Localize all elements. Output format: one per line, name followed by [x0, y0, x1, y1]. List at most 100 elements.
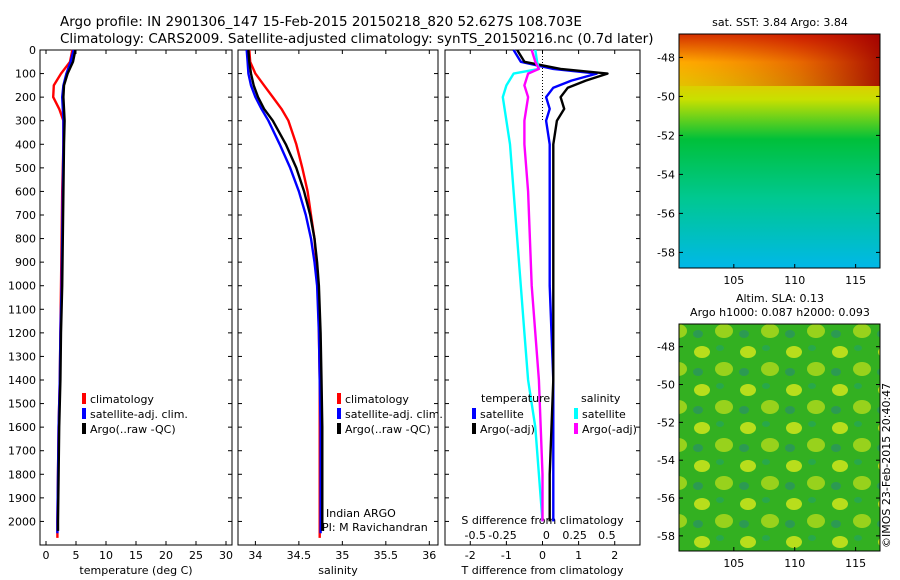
depth-tick-label: 300: [15, 115, 36, 128]
map-xtick-label: 115: [845, 274, 866, 287]
map-ytick-label: -48: [657, 51, 675, 64]
map-ytick-label: -58: [657, 246, 675, 259]
annotation-text: Indian ARGO: [326, 507, 396, 520]
legend-label: climatology: [90, 393, 154, 406]
header-line-1: Argo profile: IN 2901306_147 15-Feb-2015…: [60, 14, 582, 30]
legend-swatch: [82, 408, 86, 419]
salinity-diff-tick-label: 0.5: [598, 529, 616, 542]
differences-xtick-label: -1: [501, 549, 512, 562]
map-ytick-label: -52: [657, 129, 675, 142]
temperature-panel: 0100200300400500600700800900100011001200…: [8, 44, 233, 577]
header-line-2: Climatology: CARS2009. Satellite-adjuste…: [60, 31, 653, 47]
map-xtick-label: 115: [845, 557, 866, 570]
sla-map-subtitle: Argo h1000: 0.087 h2000: 0.093: [690, 306, 870, 319]
legend-swatch: [472, 408, 476, 419]
map-ytick-label: -50: [657, 90, 675, 103]
differences-xtick-label: 1: [575, 549, 582, 562]
depth-tick-label: 200: [15, 91, 36, 104]
sst-map-ticks: -48 -50 -52 -54 -56 -58 105 110 115: [657, 51, 880, 287]
depth-tick-label: 1900: [8, 492, 36, 505]
differences-axis-label: T difference from climatology: [461, 564, 624, 577]
map-ytick-label: -54: [657, 454, 675, 467]
legend-swatch: [574, 408, 578, 419]
legend-swatch: [574, 423, 578, 434]
series-line-argo-raw-qc-: [56, 49, 77, 531]
salinity-xtick-label: 35.5: [374, 549, 399, 562]
map-xtick-label: 110: [784, 274, 805, 287]
temperature-xtick-label: 25: [189, 549, 203, 562]
salinity-diff-tick-label: 0.25: [562, 529, 587, 542]
depth-tick-label: 1300: [8, 350, 36, 363]
series-line-satellite-adj-clim-: [245, 49, 322, 534]
depth-tick-label: 2000: [8, 515, 36, 528]
depth-tick-label: 900: [15, 256, 36, 269]
series-line-argo-adj-: [523, 49, 544, 522]
map-ytick-label: -48: [657, 341, 675, 354]
depth-tick-label: 700: [15, 209, 36, 222]
sla-map-title: Altim. SLA: 0.13: [736, 292, 824, 305]
series-line-argo-adj-: [516, 49, 609, 522]
temperature-xtick-label: 0: [43, 549, 50, 562]
differences-xtick-label: -2: [465, 549, 476, 562]
salinity-axis-label: salinity: [318, 564, 358, 577]
sla-map-ticks: -48 -50 -52 -54 -56 -58 105 110 115: [657, 341, 880, 570]
sst-map-frame: [678, 33, 881, 269]
depth-tick-label: 1100: [8, 303, 36, 316]
depth-tick-label: 600: [15, 185, 36, 198]
sst-map: sat. SST: 3.84 Argo: 3.84 -48 -50 -52 -54 -5…: [657, 16, 881, 287]
depth-tick-label: 1500: [8, 398, 36, 411]
legend-label: satellite: [480, 408, 524, 421]
legend-label: Argo(..raw -QC): [345, 423, 431, 436]
legend-swatch: [337, 423, 341, 434]
differences-panel: -2 -1 0 1 2-0.5 -0.25 0 0.25 0.5S difference fro…: [444, 49, 641, 577]
map-ytick-label: -54: [657, 168, 675, 181]
legend-label: Argo(-adj): [582, 423, 637, 436]
temperature-xtick-label: 30: [219, 549, 233, 562]
map-xtick-label: 110: [784, 557, 805, 570]
depth-tick-label: 100: [15, 68, 36, 81]
legend-swatch: [472, 423, 476, 434]
depth-tick-label: 1400: [8, 374, 36, 387]
legend-label: satellite: [582, 408, 626, 421]
depth-tick-label: 1700: [8, 445, 36, 458]
legend-label: Argo(..raw -QC): [90, 423, 176, 436]
map-ytick-label: -56: [657, 492, 675, 505]
salinity-xtick-label: 34.5: [287, 549, 312, 562]
differences-xtick-label: 0: [539, 549, 546, 562]
legend-title-temperature: temperature: [481, 392, 550, 405]
map-ytick-label: -58: [657, 530, 675, 543]
depth-tick-label: 1200: [8, 327, 36, 340]
differences-xtick-label: 2: [611, 549, 618, 562]
legend-swatch: [82, 393, 86, 404]
temperature-axes-box: [39, 49, 233, 546]
depth-tick-label: 1800: [8, 468, 36, 481]
map-xtick-label: 105: [723, 557, 744, 570]
salinity-axes-box: [237, 49, 439, 546]
profile-panels: 0100200300400500600700800900100011001200…: [8, 44, 641, 577]
temperature-axis-label: temperature (deg C): [79, 564, 192, 577]
legend-swatch: [337, 393, 341, 404]
salinity-diff-tick-label: -0.5: [464, 529, 485, 542]
legend-swatch: [82, 423, 86, 434]
map-ytick-label: -52: [657, 416, 675, 429]
depth-tick-label: 800: [15, 233, 36, 246]
annotation-text: PI: M Ravichandran: [322, 521, 428, 534]
temperature-xtick-label: 10: [99, 549, 113, 562]
salinity-xtick-label: 36: [422, 549, 436, 562]
salinity-xtick-label: 34: [248, 549, 262, 562]
legend-label: Argo(-adj): [480, 423, 535, 436]
legend-label: satellite-adj. clim.: [90, 408, 188, 421]
legend-swatch: [337, 408, 341, 419]
sla-map-frame: [678, 323, 881, 552]
map-xtick-label: 105: [723, 274, 744, 287]
watermark: ©IMOS 23-Feb-2015 20:40:47: [880, 383, 893, 548]
salinity-xtick-label: 35: [335, 549, 349, 562]
series-line-satellite: [501, 49, 544, 522]
temperature-xtick-label: 20: [159, 549, 173, 562]
depth-tick-label: 1600: [8, 421, 36, 434]
depth-tick-label: 1000: [8, 280, 36, 293]
legend-label: satellite-adj. clim.: [345, 408, 443, 421]
temperature-xtick-label: 15: [129, 549, 143, 562]
sst-map-warm-core: [679, 34, 880, 86]
